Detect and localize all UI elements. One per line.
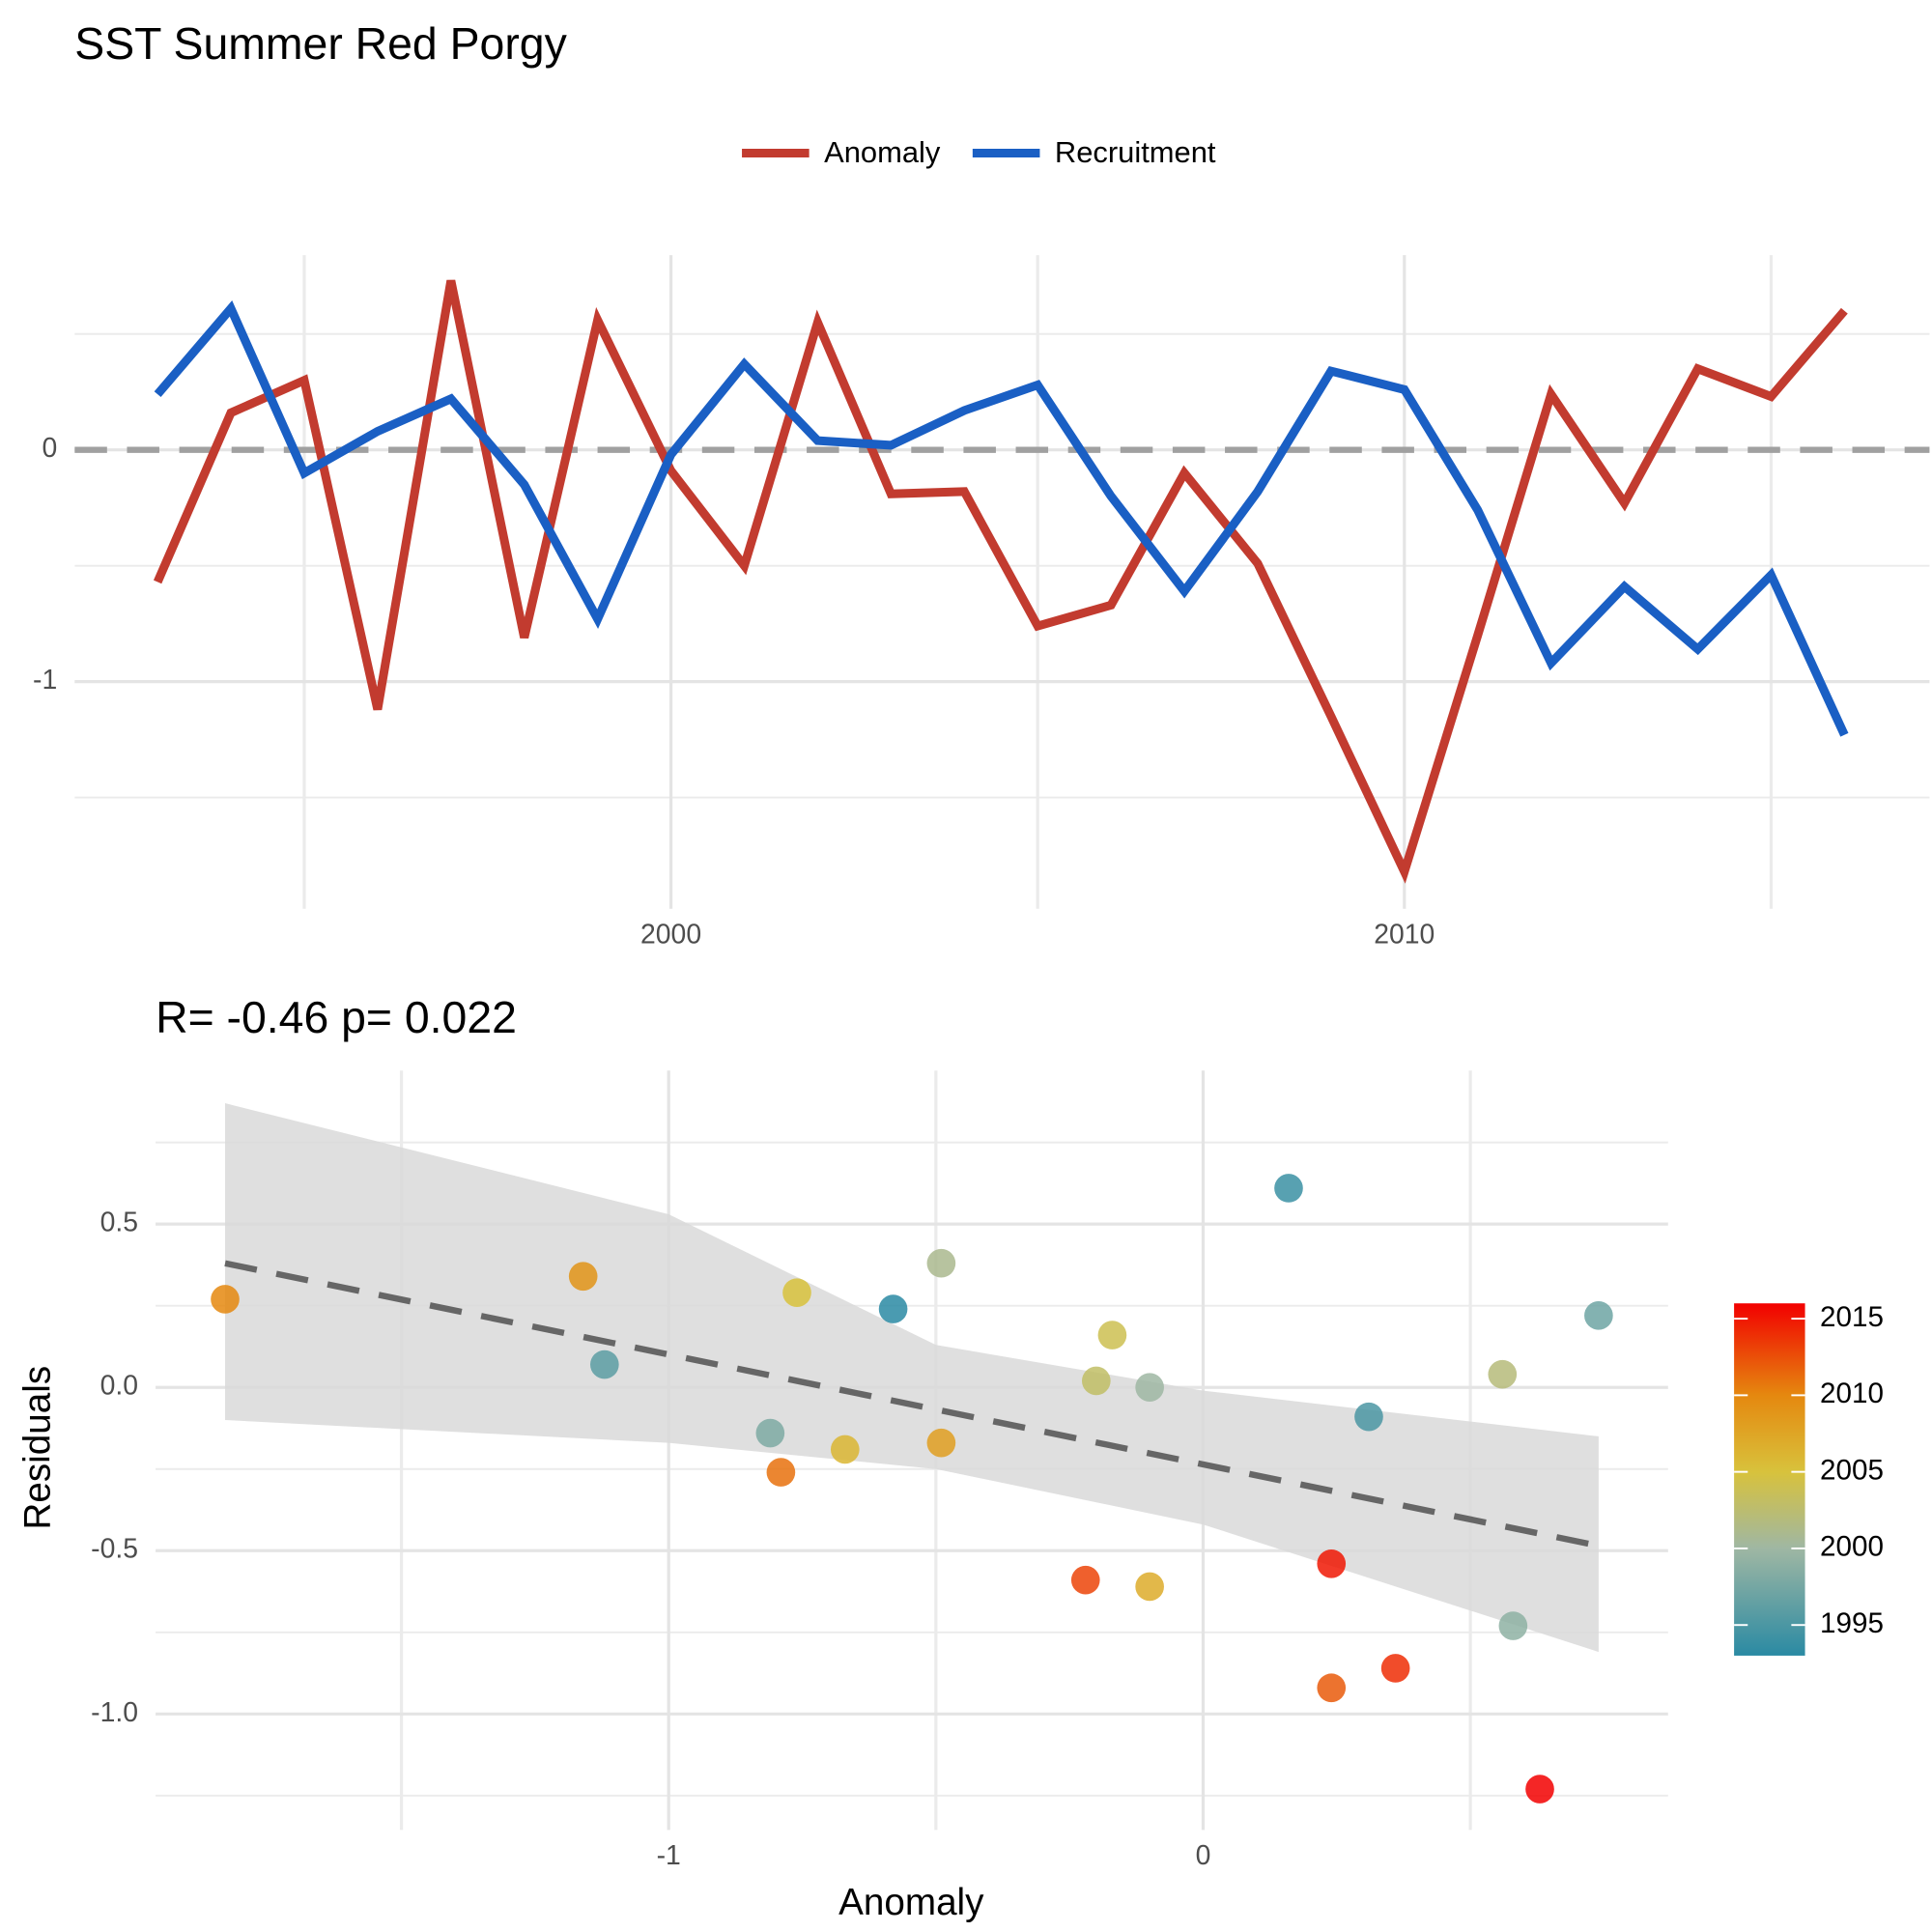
- scatter-point: [1317, 1548, 1347, 1578]
- colorbar-label: 1995: [1820, 1607, 1884, 1639]
- chart-title: SST Summer Red Porgy: [74, 18, 567, 69]
- colorbar: [1734, 1303, 1805, 1656]
- y-tick-label: -0.5: [91, 1534, 138, 1565]
- scatter-point: [755, 1418, 785, 1448]
- x-tick-label: 2010: [1374, 920, 1435, 951]
- chart-title: R= -0.46 p= 0.022: [156, 992, 517, 1042]
- confidence-band: [225, 1103, 1599, 1653]
- y-tick-label: -1: [33, 665, 57, 696]
- scatter-point: [830, 1435, 860, 1464]
- scatter-point: [1070, 1565, 1100, 1595]
- y-axis-title: Residuals: [16, 1366, 58, 1530]
- y-tick-label: 0.5: [100, 1208, 138, 1238]
- scatter-point: [1488, 1359, 1518, 1389]
- colorbar-label: 2000: [1820, 1531, 1884, 1563]
- scatter-point: [1317, 1673, 1347, 1703]
- scatter-point: [1498, 1611, 1528, 1640]
- scatter-point: [1081, 1366, 1111, 1396]
- scatter-point: [1525, 1775, 1554, 1804]
- scatter-point: [926, 1428, 956, 1458]
- scatter-point: [568, 1262, 598, 1292]
- scatter-point: [1354, 1402, 1383, 1432]
- scatter-point: [782, 1278, 811, 1307]
- colorbar-label: 2015: [1820, 1301, 1884, 1333]
- scatter-point: [1380, 1654, 1410, 1683]
- colorbar-label: 2005: [1820, 1454, 1884, 1486]
- y-tick-label: -1.0: [91, 1697, 138, 1728]
- scatter-point: [1135, 1572, 1164, 1602]
- y-tick-label: 0.0: [100, 1371, 138, 1402]
- scatter-point: [1274, 1174, 1303, 1203]
- scatter-point: [1135, 1373, 1164, 1403]
- line-series: [154, 299, 1849, 737]
- scatter-point: [878, 1294, 908, 1323]
- legend-label: Recruitment: [1055, 135, 1216, 169]
- scatter-point: [766, 1458, 796, 1487]
- scatter-point: [1097, 1321, 1127, 1350]
- regression-line: [224, 1260, 1600, 1549]
- line-series: [153, 279, 1848, 884]
- scatter-point: [211, 1285, 240, 1314]
- x-tick-label: -1: [657, 1840, 681, 1871]
- y-tick-label: 0: [43, 433, 58, 464]
- x-tick-label: 0: [1196, 1840, 1211, 1871]
- scatter-point: [1584, 1301, 1613, 1330]
- legend-label: Anomaly: [824, 135, 941, 169]
- colorbar-label: 2010: [1820, 1378, 1884, 1409]
- x-axis-title: Anomaly: [838, 1882, 984, 1923]
- scatter-point: [590, 1350, 619, 1379]
- x-tick-label: 2000: [640, 920, 701, 951]
- scatter-point: [926, 1248, 956, 1278]
